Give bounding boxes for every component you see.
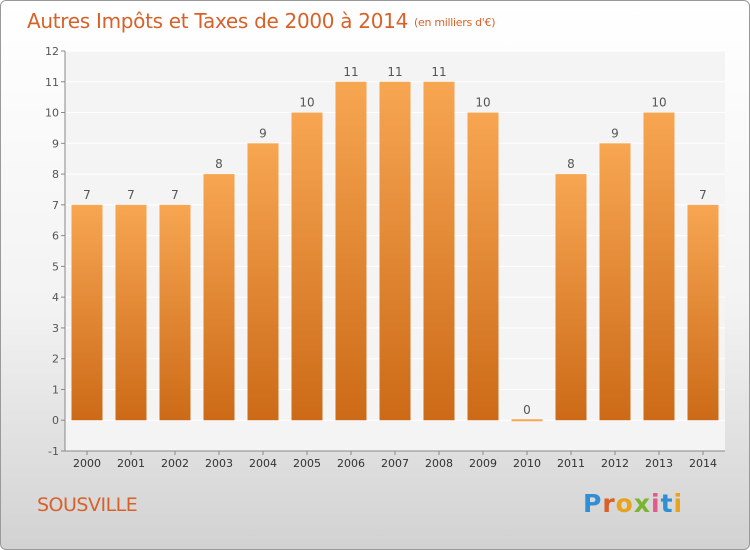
data-label: 9 [259, 126, 267, 140]
x-tick-label: 2006 [337, 457, 365, 470]
y-tick-label: 10 [45, 107, 59, 120]
x-tick-label: 2003 [205, 457, 233, 470]
bar [687, 204, 719, 421]
logo-letter: x [633, 489, 651, 518]
y-tick-label: 11 [45, 76, 59, 89]
logo-letter: i [651, 489, 661, 518]
data-label: 11 [387, 65, 402, 79]
data-label: 10 [299, 96, 314, 110]
place-name: SOUSVILLE [37, 494, 138, 516]
logo-letter: r [602, 489, 616, 518]
x-tick-label: 2005 [293, 457, 321, 470]
data-label: 7 [83, 188, 91, 202]
data-label: 0 [523, 403, 531, 417]
y-tick-label: 5 [52, 260, 59, 273]
data-label: 7 [127, 188, 135, 202]
chart-title: Autres Impôts et Taxes de 2000 à 2014 (en… [27, 9, 495, 33]
x-tick-label: 2007 [381, 457, 409, 470]
x-tick-label: 2014 [689, 457, 717, 470]
x-tick-label: 2002 [161, 457, 189, 470]
bar [599, 143, 631, 421]
x-tick-label: 2012 [601, 457, 629, 470]
y-tick-label: 0 [52, 414, 59, 427]
bar [291, 112, 323, 421]
x-tick-label: 2001 [117, 457, 145, 470]
logo-letter: o [615, 489, 634, 518]
bar [335, 81, 367, 421]
data-label: 11 [343, 65, 358, 79]
y-tick-label: 7 [52, 199, 59, 212]
data-label: 10 [475, 96, 490, 110]
bar [247, 143, 279, 421]
bar [467, 112, 499, 421]
y-tick-label: 2 [52, 353, 59, 366]
bar [115, 204, 147, 421]
data-label: 8 [567, 157, 575, 171]
bar [423, 81, 455, 421]
y-tick-label: 12 [45, 45, 59, 58]
bar [643, 112, 675, 421]
bar [379, 81, 411, 421]
bar [71, 204, 103, 421]
data-label: 11 [431, 65, 446, 79]
data-label: 7 [699, 188, 707, 202]
bar [203, 174, 235, 421]
bar [159, 204, 191, 421]
data-label: 9 [611, 126, 619, 140]
x-tick-label: 2010 [513, 457, 541, 470]
data-label: 8 [215, 157, 223, 171]
data-label: 10 [651, 96, 666, 110]
chart-title-text: Autres Impôts et Taxes de 2000 à 2014 [27, 9, 408, 33]
logo-letter: t [660, 489, 674, 518]
y-tick-label: 8 [52, 168, 59, 181]
x-tick-label: 2009 [469, 457, 497, 470]
chart-unit: (en milliers d'€) [414, 16, 496, 29]
y-tick-label: 1 [52, 383, 59, 396]
y-tick-label: 3 [52, 322, 59, 335]
x-tick-label: 2000 [73, 457, 101, 470]
y-tick-label: 6 [52, 230, 59, 243]
data-label: 7 [171, 188, 179, 202]
x-tick-label: 2011 [557, 457, 585, 470]
y-tick-label: -1 [48, 445, 59, 458]
x-tick-label: 2008 [425, 457, 453, 470]
y-tick-label: 9 [52, 137, 59, 150]
x-tick-label: 2013 [645, 457, 673, 470]
bar [555, 174, 587, 421]
y-tick-label: 4 [52, 291, 59, 304]
proxiti-logo: Proxiti [583, 489, 683, 518]
logo-letter: i [673, 489, 684, 518]
logo-letter: P [583, 489, 603, 518]
x-tick-label: 2004 [249, 457, 277, 470]
